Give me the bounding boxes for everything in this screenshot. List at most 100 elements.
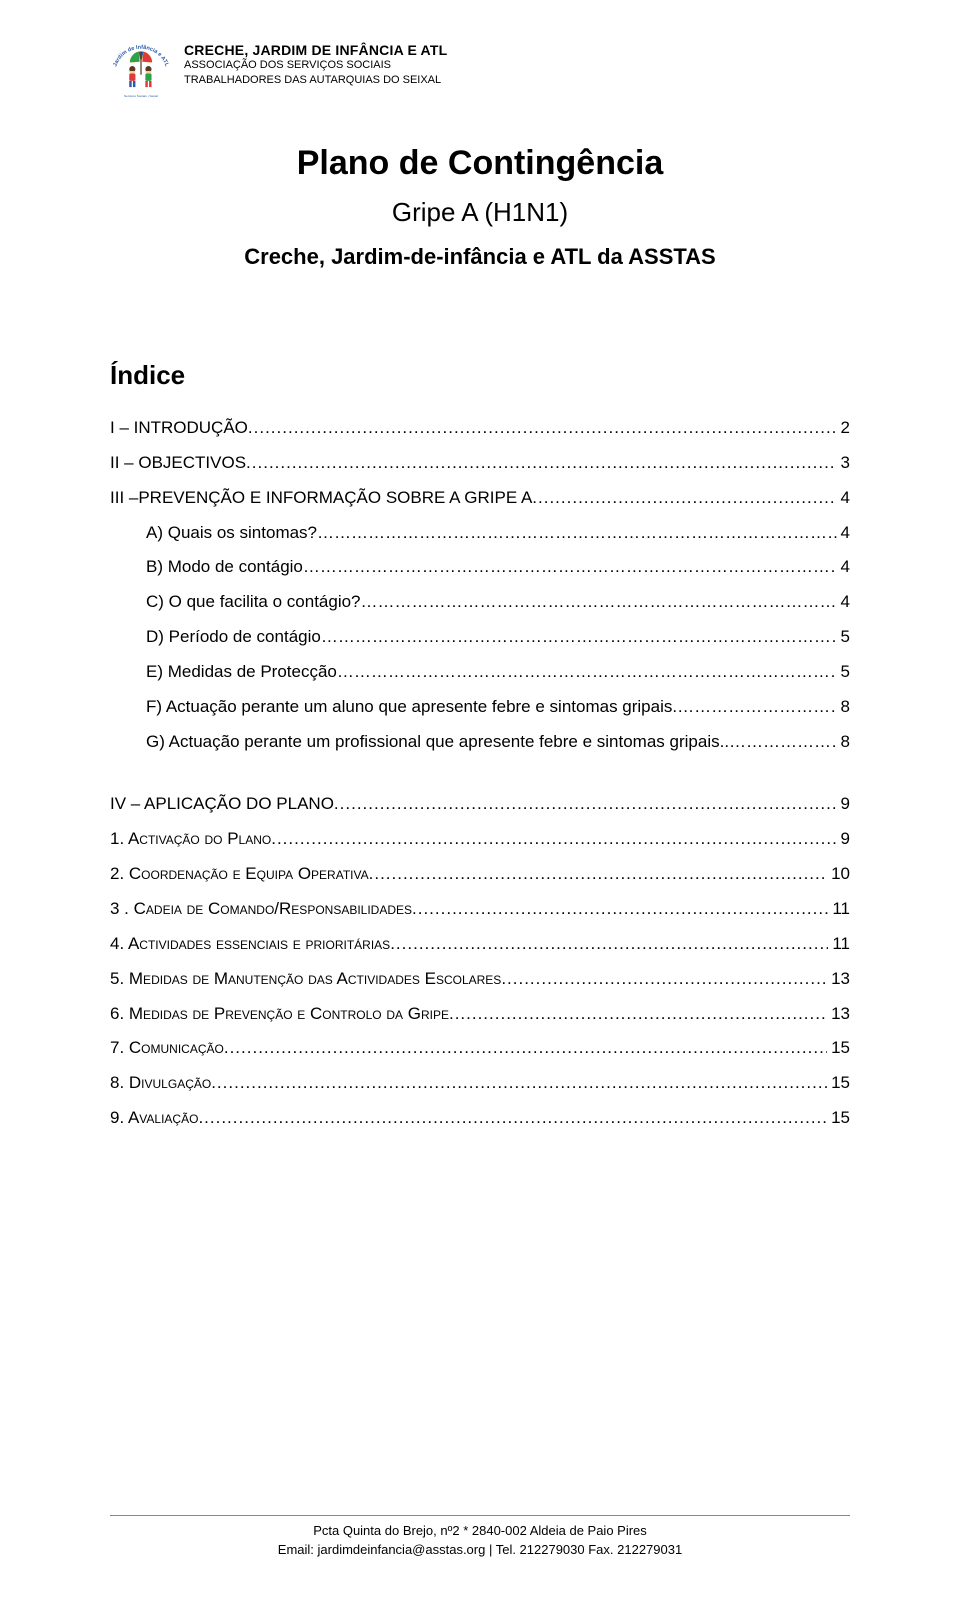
toc-row: II – OBJECTIVOS 3 bbox=[110, 446, 850, 481]
toc-label: C) O que facilita o contágio? bbox=[146, 585, 361, 620]
page-header: Jardim de Infância e ATL bbox=[110, 40, 850, 102]
toc-leader bbox=[724, 725, 836, 760]
toc-row: IV – APLICAÇÃO DO PLANO 9 bbox=[110, 787, 850, 822]
toc-page-number: 4 bbox=[837, 516, 850, 551]
toc-page-number: 10 bbox=[827, 857, 850, 892]
toc-label: 3 . Cadeia de Comando/Responsabilidades bbox=[110, 892, 412, 927]
toc-label: 7. Comunicação bbox=[110, 1031, 224, 1066]
toc-row: 9. Avaliação 15 bbox=[110, 1101, 850, 1136]
toc-row: D) Período de contágio 5 bbox=[110, 620, 850, 655]
toc-leader bbox=[334, 787, 837, 822]
toc-page-number: 13 bbox=[827, 997, 850, 1032]
toc-leader bbox=[361, 585, 837, 620]
toc-label: 2. Coordenação e Equipa Operativa bbox=[110, 857, 369, 892]
toc-leader bbox=[321, 620, 837, 655]
toc-leader bbox=[412, 892, 828, 927]
toc-label: 5. Medidas de Manutenção das Actividades… bbox=[110, 962, 501, 997]
toc-row: I – INTRODUÇÃO 2 bbox=[110, 411, 850, 446]
toc-page-number: 4 bbox=[837, 585, 850, 620]
toc-row: C) O que facilita o contágio? 4 bbox=[110, 585, 850, 620]
toc-page-number: 2 bbox=[837, 411, 850, 446]
toc-leader bbox=[449, 997, 827, 1032]
toc-row: E) Medidas de Protecção 5 bbox=[110, 655, 850, 690]
toc-leader bbox=[337, 655, 837, 690]
document-subtitle-2: Creche, Jardim-de-infância e ATL da ASST… bbox=[110, 244, 850, 270]
toc-label: I – INTRODUÇÃO bbox=[110, 411, 248, 446]
toc-row: 3 . Cadeia de Comando/Responsabilidades … bbox=[110, 892, 850, 927]
document-title: Plano de Contingência bbox=[110, 144, 850, 183]
toc-label: A) Quais os sintomas? bbox=[146, 516, 317, 551]
header-line-2: ASSOCIAÇÃO DOS SERVIÇOS SOCIAIS bbox=[184, 58, 447, 73]
toc-page-number: 13 bbox=[827, 962, 850, 997]
header-line-3: TRABALHADORES DAS AUTARQUIAS DO SEIXAL bbox=[184, 73, 447, 88]
toc-page-number: 15 bbox=[827, 1031, 850, 1066]
toc-row: 8. Divulgação 15 bbox=[110, 1066, 850, 1101]
toc-row: 2. Coordenação e Equipa Operativa 10 bbox=[110, 857, 850, 892]
toc-leader bbox=[672, 690, 836, 725]
toc-row: 4. Actividades essenciais e prioritárias… bbox=[110, 927, 850, 962]
toc-leader bbox=[211, 1066, 827, 1101]
toc-page-number: 4 bbox=[837, 481, 850, 516]
document-subtitle: Gripe A (H1N1) bbox=[110, 197, 850, 228]
toc-label: 9. Avaliação bbox=[110, 1101, 198, 1136]
title-block: Plano de Contingência Gripe A (H1N1) Cre… bbox=[110, 144, 850, 270]
toc-leader bbox=[532, 481, 836, 516]
toc-page-number: 9 bbox=[837, 822, 850, 857]
toc-row: F) Actuação perante um aluno que apresen… bbox=[110, 690, 850, 725]
toc-label: IV – APLICAÇÃO DO PLANO bbox=[110, 787, 334, 822]
toc-label: II – OBJECTIVOS bbox=[110, 446, 246, 481]
toc-label: F) Actuação perante um aluno que apresen… bbox=[146, 690, 672, 725]
toc-row: 7. Comunicação 15 bbox=[110, 1031, 850, 1066]
toc-bottom-group: IV – APLICAÇÃO DO PLANO 91. Activação do… bbox=[110, 787, 850, 1135]
org-logo: Jardim de Infância e ATL bbox=[110, 40, 172, 102]
document-page: Jardim de Infância e ATL bbox=[0, 0, 960, 1602]
toc-leader bbox=[390, 927, 828, 962]
toc-leader bbox=[501, 962, 827, 997]
toc-label: III –PREVENÇÃO E INFORMAÇÃO SOBRE A GRIP… bbox=[110, 481, 532, 516]
toc-row: G) Actuação perante um profissional que … bbox=[110, 725, 850, 760]
toc-page-number: 15 bbox=[827, 1101, 850, 1136]
toc-label: E) Medidas de Protecção bbox=[146, 655, 337, 690]
toc-label: D) Período de contágio bbox=[146, 620, 321, 655]
toc-page-number: 4 bbox=[837, 550, 850, 585]
toc-label: 8. Divulgação bbox=[110, 1066, 211, 1101]
toc-page-number: 5 bbox=[837, 655, 850, 690]
toc-label: G) Actuação perante um profissional que … bbox=[146, 725, 724, 760]
header-text-block: CRECHE, JARDIM DE INFÂNCIA E ATL ASSOCIA… bbox=[184, 40, 447, 88]
toc-leader bbox=[246, 446, 836, 481]
footer-line-2: Email: jardimdeinfancia@asstas.org | Tel… bbox=[110, 1541, 850, 1560]
toc-page-number: 5 bbox=[837, 620, 850, 655]
toc-leader bbox=[248, 411, 837, 446]
toc-row: B) Modo de contágio 4 bbox=[110, 550, 850, 585]
toc-leader bbox=[369, 857, 827, 892]
toc-label: 4. Actividades essenciais e prioritárias bbox=[110, 927, 390, 962]
svg-text:Serviços Sociais • Seixal: Serviços Sociais • Seixal bbox=[124, 94, 158, 98]
toc-page-number: 11 bbox=[828, 892, 850, 927]
index-heading: Índice bbox=[110, 360, 850, 391]
toc-page-number: 8 bbox=[837, 725, 850, 760]
toc-page-number: 15 bbox=[827, 1066, 850, 1101]
toc-row: 1. Activação do Plano 9 bbox=[110, 822, 850, 857]
page-footer: Pcta Quinta do Brejo, nº2 * 2840-002 Ald… bbox=[110, 1515, 850, 1560]
toc-row: III –PREVENÇÃO E INFORMAÇÃO SOBRE A GRIP… bbox=[110, 481, 850, 516]
toc-row: 6. Medidas de Prevenção e Controlo da Gr… bbox=[110, 997, 850, 1032]
toc-row: A) Quais os sintomas? 4 bbox=[110, 516, 850, 551]
toc-leader bbox=[224, 1031, 827, 1066]
toc-page-number: 3 bbox=[837, 446, 850, 481]
toc-page-number: 8 bbox=[837, 690, 850, 725]
toc-leader bbox=[303, 550, 837, 585]
toc-page-number: 9 bbox=[837, 787, 850, 822]
toc-row: 5. Medidas de Manutenção das Actividades… bbox=[110, 962, 850, 997]
footer-rule bbox=[110, 1515, 850, 1516]
toc-page-number: 11 bbox=[828, 927, 850, 962]
toc-leader bbox=[317, 516, 837, 551]
toc-spacer bbox=[110, 759, 850, 787]
footer-line-1: Pcta Quinta do Brejo, nº2 * 2840-002 Ald… bbox=[110, 1522, 850, 1541]
toc-leader bbox=[198, 1101, 827, 1136]
toc: I – INTRODUÇÃO 2II – OBJECTIVOS 3III –PR… bbox=[110, 411, 850, 1136]
toc-label: 6. Medidas de Prevenção e Controlo da Gr… bbox=[110, 997, 449, 1032]
header-line-1: CRECHE, JARDIM DE INFÂNCIA E ATL bbox=[184, 42, 447, 58]
toc-label: 1. Activação do Plano bbox=[110, 822, 271, 857]
toc-top-group: I – INTRODUÇÃO 2II – OBJECTIVOS 3III –PR… bbox=[110, 411, 850, 759]
toc-label: B) Modo de contágio bbox=[146, 550, 303, 585]
